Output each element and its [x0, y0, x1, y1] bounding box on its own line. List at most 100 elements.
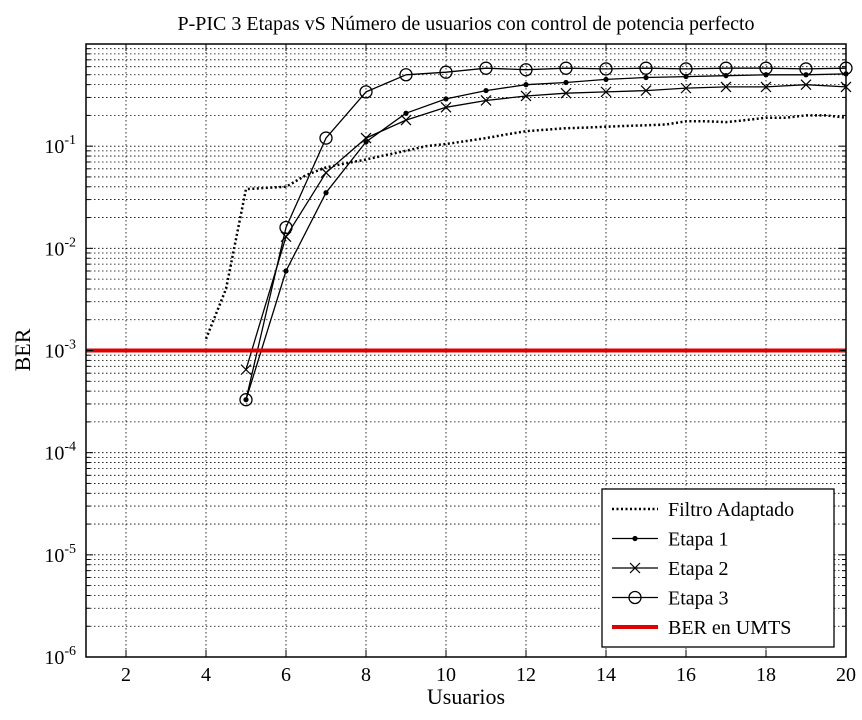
data-point-dot	[323, 190, 329, 196]
data-point-x	[640, 85, 652, 97]
x-tick-label: 18	[756, 664, 776, 686]
legend-label: Etapa 2	[668, 558, 729, 580]
data-point-dot	[443, 96, 449, 102]
data-point-dot	[563, 79, 569, 86]
data-point-x-stroke	[800, 79, 812, 91]
series-2	[240, 79, 852, 376]
x-tick-label: 12	[516, 664, 536, 686]
data-point-dot	[483, 87, 489, 94]
x-tick-label: 8	[361, 664, 371, 686]
x-tick-label: 16	[676, 664, 696, 686]
chart-title: P-PIC 3 Etapas vS Número de usuarios con…	[177, 13, 754, 35]
data-point-x-stroke	[240, 364, 252, 376]
y-tick-exponent: -3	[64, 338, 76, 353]
data-point-dot	[283, 268, 289, 274]
data-point-circle	[599, 62, 613, 76]
data-point-x-stroke	[400, 114, 412, 126]
y-tick-exponent: -1	[64, 133, 76, 148]
data-point-x-stroke	[629, 562, 641, 574]
y-tick-base: 10	[44, 647, 64, 669]
data-point-dot	[632, 535, 638, 542]
data-point-x-stroke	[560, 87, 572, 99]
data-point-x-stroke	[720, 81, 732, 93]
data-point-x-stroke	[480, 95, 492, 106]
data-point-dot	[603, 76, 609, 83]
series-1	[243, 71, 849, 403]
data-point-x	[360, 132, 372, 144]
data-point-x-stroke	[360, 132, 372, 144]
data-point-dot	[523, 82, 529, 88]
data-point-x	[560, 87, 572, 99]
data-point-x-stroke	[640, 85, 652, 97]
data-point-circle	[719, 61, 733, 75]
data-point-x-stroke	[600, 86, 612, 98]
data-point-circle	[628, 590, 642, 605]
y-tick-exponent: -4	[64, 440, 76, 455]
data-point-dot	[643, 74, 649, 81]
y-tick-label: 10-1	[44, 133, 76, 158]
y-tick-label: 10-3	[44, 338, 76, 363]
series-line	[245, 84, 847, 370]
series-layer	[86, 61, 853, 407]
data-point-x-stroke	[680, 82, 692, 94]
y-tick-base: 10	[44, 136, 64, 158]
data-point-circle	[519, 63, 533, 77]
y-tick-label: 10-6	[44, 644, 76, 669]
series-3	[239, 61, 853, 407]
data-point-x-stroke	[320, 167, 332, 179]
data-point-x	[480, 95, 492, 106]
x-axis-label: Usuarios	[427, 684, 505, 709]
data-point-circle	[679, 62, 693, 76]
y-tick-base: 10	[44, 238, 64, 260]
x-tick-label: 2	[121, 664, 131, 686]
y-tick-exponent: -5	[64, 542, 76, 557]
data-point-x	[680, 82, 692, 94]
x-tick-label: 14	[596, 664, 616, 686]
data-point-circle	[399, 68, 413, 82]
data-point-x	[600, 86, 612, 98]
y-tick-label: 10-5	[44, 542, 76, 567]
y-tick-base: 10	[44, 545, 64, 567]
data-point-circle	[239, 393, 253, 407]
data-point-x	[240, 364, 252, 376]
series-line	[204, 114, 847, 340]
data-point-x	[320, 167, 332, 179]
data-point-circle	[279, 220, 293, 235]
y-tick-base: 10	[44, 443, 64, 465]
series-0	[204, 114, 847, 340]
data-point-circle	[559, 61, 573, 75]
data-point-circle	[639, 61, 653, 75]
data-point-x-stroke	[520, 90, 532, 102]
data-point-x	[400, 114, 412, 126]
legend: Filtro Adaptado Etapa 1 Etapa 2 Etapa 3 BER …	[601, 488, 835, 648]
data-point-x	[800, 79, 812, 91]
data-point-x-stroke	[440, 101, 452, 113]
data-point-dot	[363, 139, 369, 145]
data-point-circle	[439, 65, 453, 79]
legend-label: Etapa 1	[668, 529, 729, 551]
data-point-x	[720, 81, 732, 93]
data-point-circle	[479, 61, 493, 75]
x-tick-label: 20	[836, 664, 856, 686]
data-point-x	[760, 81, 772, 93]
x-tick-label: 4	[201, 664, 211, 686]
series-line	[245, 67, 847, 400]
data-point-x	[440, 101, 452, 113]
y-tick-base: 10	[44, 341, 64, 363]
series-line	[245, 73, 847, 400]
data-point-x	[520, 90, 532, 102]
y-tick-label: 10-4	[44, 440, 76, 465]
y-tick-label: 10-2	[44, 235, 76, 260]
data-point-circle	[799, 62, 813, 76]
data-point-circle	[759, 61, 773, 75]
data-point-x-stroke	[760, 81, 772, 93]
y-tick-exponent: -2	[64, 235, 76, 250]
x-tick-label: 10	[436, 664, 456, 686]
legend-label: Etapa 3	[668, 588, 729, 610]
y-tick-exponent: -6	[64, 644, 76, 659]
data-point-circle	[319, 131, 333, 145]
data-point-circle	[359, 85, 373, 99]
